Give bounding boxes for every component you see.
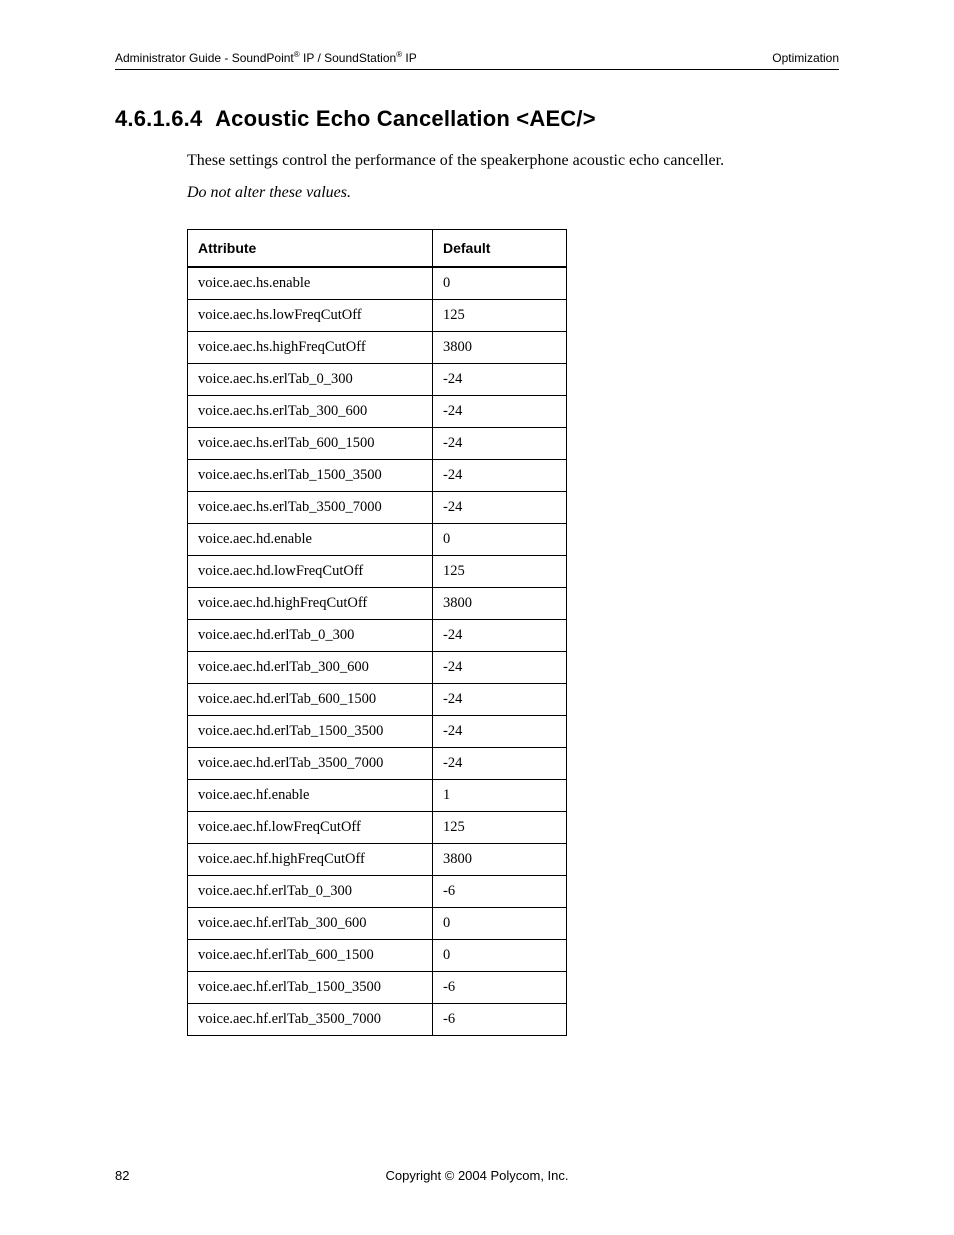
default-cell: -24: [433, 428, 567, 460]
default-cell: -24: [433, 396, 567, 428]
table-row: voice.aec.hf.highFreqCutOff3800: [188, 844, 567, 876]
attributes-table: Attribute Default voice.aec.hs.enable0vo…: [187, 229, 567, 1036]
attribute-cell: voice.aec.hd.enable: [188, 524, 433, 556]
section-number: 4.6.1.6.4: [115, 106, 202, 131]
default-cell: 1: [433, 780, 567, 812]
intro-paragraph: These settings control the performance o…: [187, 150, 839, 172]
page-footer: 82 Copyright © 2004 Polycom, Inc.: [115, 1168, 839, 1183]
table-row: voice.aec.hs.erlTab_3500_7000-24: [188, 492, 567, 524]
default-cell: -24: [433, 460, 567, 492]
attribute-cell: voice.aec.hf.erlTab_0_300: [188, 876, 433, 908]
table-row: voice.aec.hf.lowFreqCutOff125: [188, 812, 567, 844]
attribute-cell: voice.aec.hf.erlTab_300_600: [188, 908, 433, 940]
default-cell: 125: [433, 556, 567, 588]
default-cell: -6: [433, 972, 567, 1004]
attribute-cell: voice.aec.hf.erlTab_600_1500: [188, 940, 433, 972]
default-cell: 3800: [433, 332, 567, 364]
header-left-mid: IP / SoundStation: [300, 51, 397, 65]
table-row: voice.aec.hd.erlTab_300_600-24: [188, 652, 567, 684]
table-row: voice.aec.hd.erlTab_600_1500-24: [188, 684, 567, 716]
default-cell: -24: [433, 652, 567, 684]
default-cell: 0: [433, 940, 567, 972]
table-row: voice.aec.hs.erlTab_1500_3500-24: [188, 460, 567, 492]
page: Administrator Guide - SoundPoint® IP / S…: [0, 0, 954, 1235]
attribute-cell: voice.aec.hd.erlTab_300_600: [188, 652, 433, 684]
attribute-cell: voice.aec.hf.highFreqCutOff: [188, 844, 433, 876]
table-row: voice.aec.hf.erlTab_0_300-6: [188, 876, 567, 908]
table-row: voice.aec.hd.erlTab_3500_7000-24: [188, 748, 567, 780]
table-row: voice.aec.hd.erlTab_1500_3500-24: [188, 716, 567, 748]
default-cell: -24: [433, 620, 567, 652]
table-row: voice.aec.hf.erlTab_600_15000: [188, 940, 567, 972]
copyright-text: Copyright © 2004 Polycom, Inc.: [115, 1168, 839, 1183]
attribute-cell: voice.aec.hs.highFreqCutOff: [188, 332, 433, 364]
attribute-cell: voice.aec.hs.erlTab_600_1500: [188, 428, 433, 460]
table-row: voice.aec.hf.erlTab_3500_7000-6: [188, 1004, 567, 1036]
section-title: Acoustic Echo Cancellation <AEC/>: [215, 106, 596, 131]
attribute-cell: voice.aec.hf.erlTab_3500_7000: [188, 1004, 433, 1036]
default-cell: -24: [433, 364, 567, 396]
attribute-cell: voice.aec.hs.erlTab_1500_3500: [188, 460, 433, 492]
default-cell: 3800: [433, 844, 567, 876]
table-row: voice.aec.hs.lowFreqCutOff125: [188, 300, 567, 332]
default-cell: -24: [433, 716, 567, 748]
attribute-cell: voice.aec.hd.erlTab_1500_3500: [188, 716, 433, 748]
default-cell: 125: [433, 812, 567, 844]
attribute-cell: voice.aec.hd.erlTab_0_300: [188, 620, 433, 652]
default-cell: -24: [433, 748, 567, 780]
table-row: voice.aec.hd.highFreqCutOff3800: [188, 588, 567, 620]
default-cell: 125: [433, 300, 567, 332]
table-row: voice.aec.hf.erlTab_1500_3500-6: [188, 972, 567, 1004]
table-row: voice.aec.hs.erlTab_600_1500-24: [188, 428, 567, 460]
table-row: voice.aec.hs.enable0: [188, 267, 567, 300]
warning-paragraph: Do not alter these values.: [187, 182, 839, 204]
table-header-row: Attribute Default: [188, 230, 567, 268]
attribute-cell: voice.aec.hs.enable: [188, 267, 433, 300]
header-left-suffix: IP: [402, 51, 417, 65]
default-cell: 0: [433, 524, 567, 556]
default-cell: -24: [433, 684, 567, 716]
default-cell: 0: [433, 908, 567, 940]
attribute-cell: voice.aec.hs.erlTab_300_600: [188, 396, 433, 428]
default-cell: -6: [433, 1004, 567, 1036]
header-left-prefix: Administrator Guide - SoundPoint: [115, 51, 294, 65]
attribute-cell: voice.aec.hf.erlTab_1500_3500: [188, 972, 433, 1004]
attribute-cell: voice.aec.hd.erlTab_600_1500: [188, 684, 433, 716]
table-row: voice.aec.hd.lowFreqCutOff125: [188, 556, 567, 588]
table-row: voice.aec.hd.enable0: [188, 524, 567, 556]
column-header-attribute: Attribute: [188, 230, 433, 268]
column-header-default: Default: [433, 230, 567, 268]
attribute-cell: voice.aec.hs.erlTab_0_300: [188, 364, 433, 396]
header-right: Optimization: [772, 51, 839, 65]
table-row: voice.aec.hs.erlTab_0_300-24: [188, 364, 567, 396]
default-cell: 0: [433, 267, 567, 300]
table-row: voice.aec.hs.highFreqCutOff3800: [188, 332, 567, 364]
attribute-cell: voice.aec.hd.erlTab_3500_7000: [188, 748, 433, 780]
default-cell: -6: [433, 876, 567, 908]
attribute-cell: voice.aec.hf.lowFreqCutOff: [188, 812, 433, 844]
attribute-cell: voice.aec.hs.lowFreqCutOff: [188, 300, 433, 332]
table-row: voice.aec.hs.erlTab_300_600-24: [188, 396, 567, 428]
attribute-cell: voice.aec.hs.erlTab_3500_7000: [188, 492, 433, 524]
attribute-cell: voice.aec.hf.enable: [188, 780, 433, 812]
table-body: voice.aec.hs.enable0voice.aec.hs.lowFreq…: [188, 267, 567, 1036]
table-row: voice.aec.hf.erlTab_300_6000: [188, 908, 567, 940]
default-cell: -24: [433, 492, 567, 524]
attribute-cell: voice.aec.hd.highFreqCutOff: [188, 588, 433, 620]
section-heading: 4.6.1.6.4 Acoustic Echo Cancellation <AE…: [115, 106, 839, 132]
table-row: voice.aec.hd.erlTab_0_300-24: [188, 620, 567, 652]
table-row: voice.aec.hf.enable1: [188, 780, 567, 812]
attribute-cell: voice.aec.hd.lowFreqCutOff: [188, 556, 433, 588]
header-left: Administrator Guide - SoundPoint® IP / S…: [115, 50, 417, 65]
running-header: Administrator Guide - SoundPoint® IP / S…: [115, 50, 839, 70]
default-cell: 3800: [433, 588, 567, 620]
